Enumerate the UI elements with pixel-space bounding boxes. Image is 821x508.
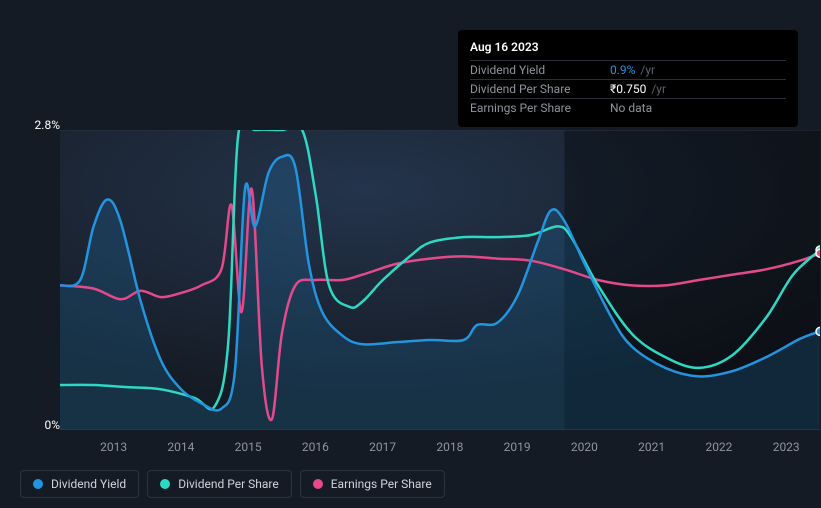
chart-container: Aug 16 2023 Dividend Yield0.9% /yrDivide… [20,10,810,460]
tooltip-row: Dividend Per Share₹0.750 /yr [470,79,786,98]
tooltip-label: Earnings Per Share [470,101,610,115]
tooltip-row: Dividend Yield0.9% /yr [470,60,786,79]
x-axis-label: 2015 [235,440,262,454]
legend-label: Earnings Per Share [331,477,432,491]
x-axis-label: 2014 [167,440,194,454]
chart-legend: Dividend Yield Dividend Per Share Earnings… [20,470,445,498]
legend-dot [160,479,170,489]
tooltip-date: Aug 16 2023 [470,40,786,54]
legend-item[interactable]: Dividend Per Share [147,470,292,498]
x-axis-label: 2016 [302,440,329,454]
legend-item[interactable]: Earnings Per Share [300,470,445,498]
x-axis-label: 2020 [571,440,598,454]
plot-area[interactable] [60,130,820,430]
chart-svg [60,130,820,430]
y-axis-max: 2.8% [20,118,60,132]
x-axis-label: 2021 [638,440,665,454]
tooltip-value: ₹0.750 /yr [610,82,666,96]
x-axis-label: 2017 [369,440,396,454]
tooltip-value: 0.9% /yr [610,63,655,77]
legend-dot [33,479,43,489]
legend-item[interactable]: Dividend Yield [20,470,139,498]
y-axis-min: 0% [20,418,60,432]
chart-tooltip: Aug 16 2023 Dividend Yield0.9% /yrDivide… [458,30,798,127]
x-axis-label: 2022 [705,440,732,454]
tooltip-value: No data [610,101,652,115]
legend-label: Dividend Yield [51,477,126,491]
tooltip-rows: Dividend Yield0.9% /yrDividend Per Share… [470,60,786,117]
tooltip-label: Dividend Per Share [470,82,610,96]
legend-dot [313,479,323,489]
tooltip-row: Earnings Per ShareNo data [470,98,786,117]
tooltip-unit: /yr [637,63,655,77]
x-axis-label: 2018 [436,440,463,454]
tooltip-label: Dividend Yield [470,63,610,77]
x-axis-label: 2013 [100,440,127,454]
tooltip-unit: /yr [648,82,666,96]
legend-label: Dividend Per Share [178,477,279,491]
x-axis-label: 2019 [504,440,531,454]
x-axis-label: 2023 [773,440,800,454]
